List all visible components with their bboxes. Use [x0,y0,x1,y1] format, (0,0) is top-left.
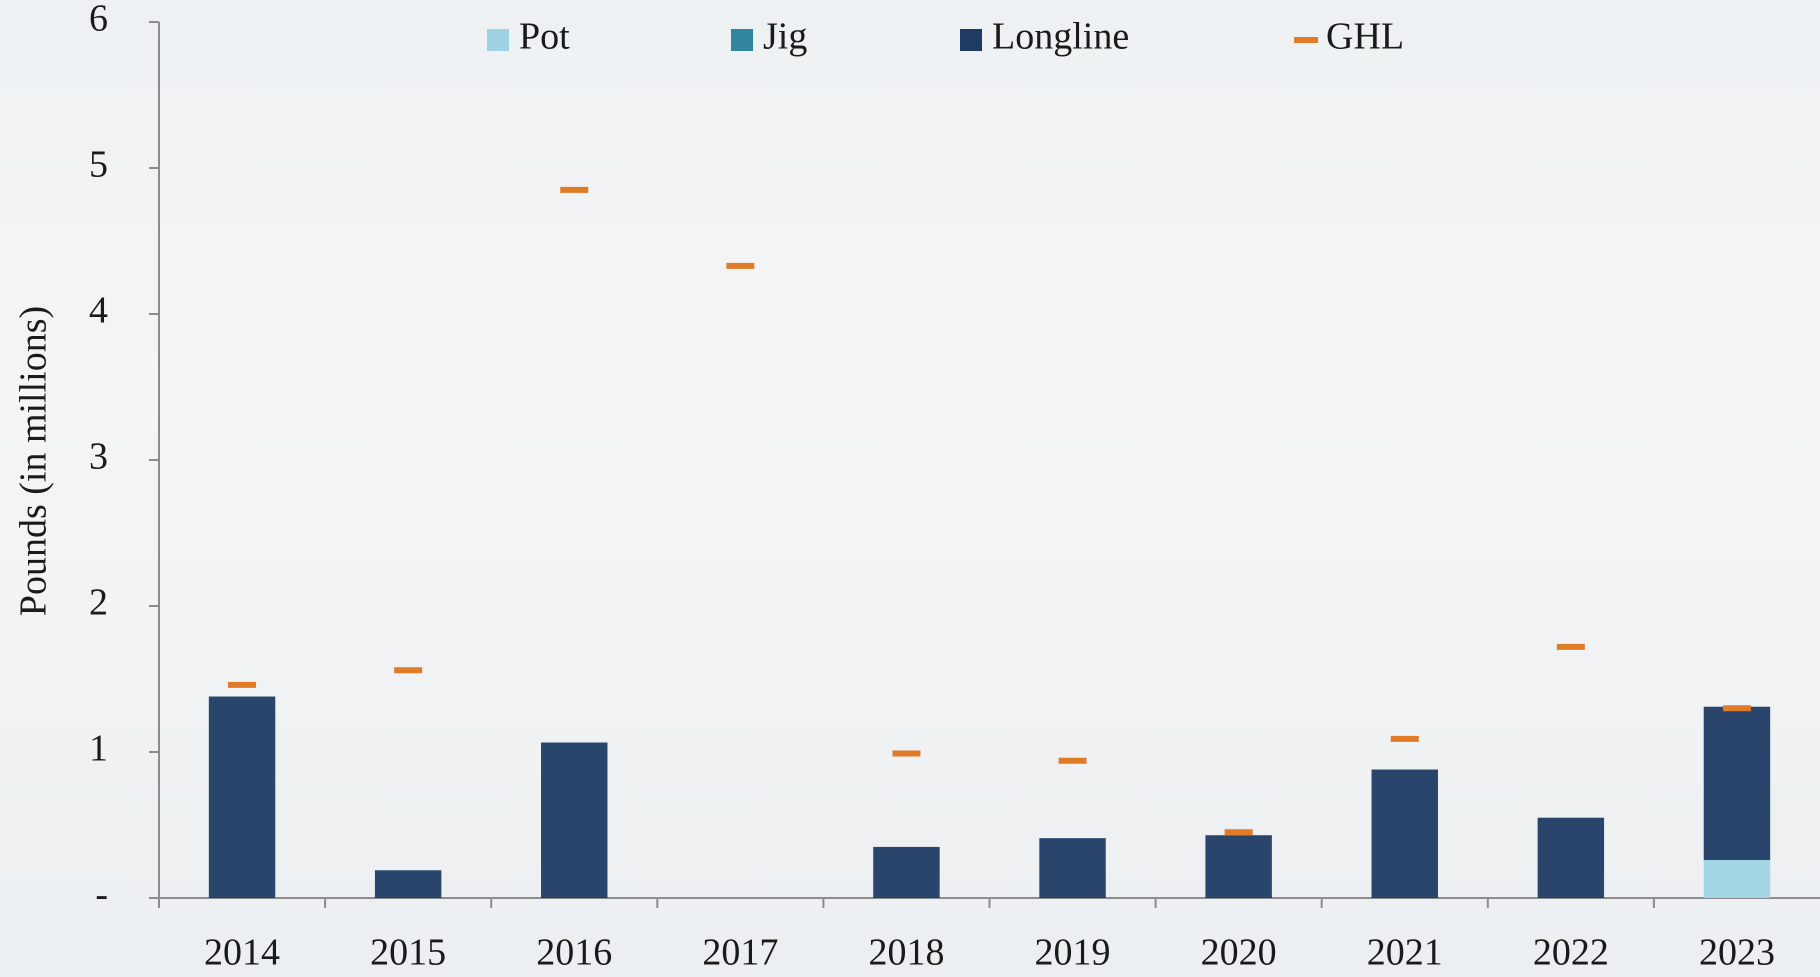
legend-swatch [731,29,753,51]
bar-segment [1537,817,1605,898]
bar-segment [1205,835,1272,898]
x-tick-label: 2014 [204,932,280,974]
y-tick-label: 4 [89,290,108,332]
bar-segment [873,846,940,898]
x-tick-label: 2020 [1201,932,1277,974]
legend-label: Longline [992,16,1129,58]
x-tick-label: 2022 [1533,932,1609,974]
y-tick-label: - [95,874,108,916]
x-tick-label: 2017 [702,932,778,974]
bar-segment [1371,769,1438,898]
bar-segment [1039,838,1106,898]
y-tick-label: 3 [89,436,108,478]
x-tick-label: 2016 [536,932,612,974]
x-tick-label: 2023 [1699,932,1775,974]
bar-segment [374,870,442,898]
y-axis-title: Pounds (in millions) [13,306,55,616]
legend-swatch [487,29,509,51]
legend-label: Pot [519,16,570,58]
x-tick-label: 2019 [1035,932,1111,974]
x-tick-label: 2015 [370,932,446,974]
legend-swatch [960,29,982,51]
x-tick-label: 2021 [1367,932,1443,974]
y-tick-label: 2 [89,582,108,624]
legend-label: Jig [763,16,807,58]
y-tick-label: 1 [89,728,108,770]
legend-label: GHL [1326,16,1404,58]
bar-segment [208,696,276,898]
y-tick-label: 6 [89,0,108,40]
bar-segment [541,742,608,898]
bar-segment [1703,860,1771,898]
y-tick-label: 5 [89,144,108,186]
bar-segment [1703,706,1771,861]
x-tick-label: 2018 [868,932,944,974]
